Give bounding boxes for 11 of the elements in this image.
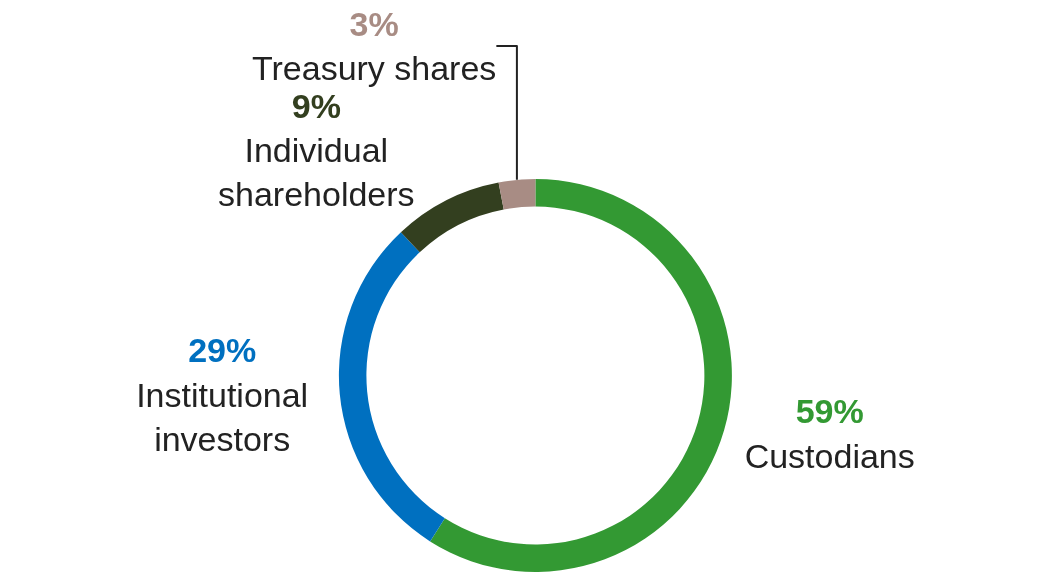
- slice-label: Treasury shares: [251, 49, 497, 88]
- data-label: 9%: [291, 87, 341, 126]
- donut-slice: [430, 179, 732, 572]
- slice-label: Institutional investors: [136, 375, 309, 458]
- donut-slice: [339, 232, 445, 542]
- data-label: 29%: [188, 331, 257, 370]
- slice-label: Individual shareholders: [218, 131, 415, 214]
- donut-slice: [498, 179, 536, 210]
- data-label: 59%: [795, 392, 864, 431]
- data-label: 3%: [349, 4, 399, 43]
- slice-label: Custodians: [744, 436, 915, 475]
